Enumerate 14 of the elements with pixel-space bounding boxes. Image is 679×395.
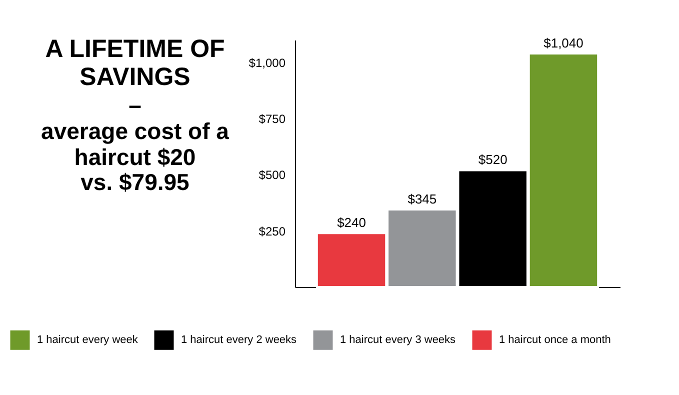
data-label: $345 <box>408 192 437 207</box>
data-label: $520 <box>478 152 508 168</box>
data-label: $1,040 <box>544 35 584 50</box>
legend-label: 1 haircut every 3 weeks <box>340 334 456 346</box>
text: – average cost of a haircut $20 vs. $79.95 <box>40 92 230 196</box>
legend-label: 1 haircut every week <box>37 334 138 346</box>
y-tick-label: $250 <box>258 224 286 238</box>
legend-label: 1 haircut every 2 weeks <box>181 334 298 346</box>
y-tick-label: $750 <box>258 112 286 126</box>
legend-label: 1 haircut once a month <box>499 334 611 346</box>
y-tick-label: $500 <box>258 168 286 182</box>
data-label: $240 <box>337 215 366 230</box>
chart-title: A LIFETIME OF SAVINGS <box>45 35 225 91</box>
y-tick-label: $1,000 <box>248 56 286 70</box>
